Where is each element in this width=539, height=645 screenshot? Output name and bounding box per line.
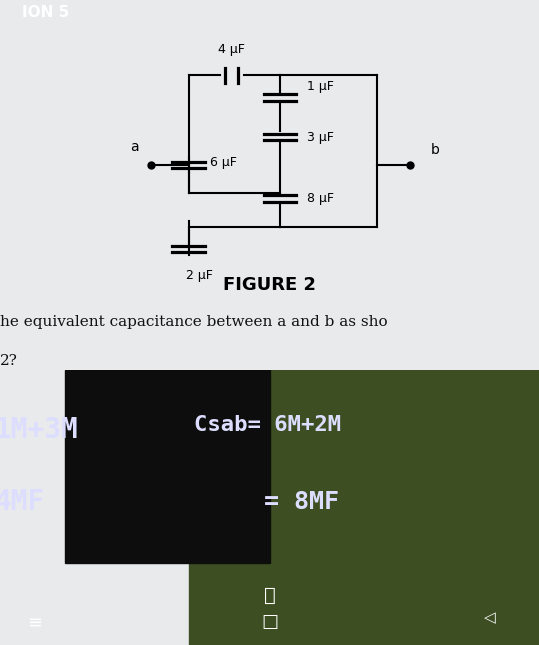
Text: □: □ (261, 613, 278, 631)
Text: he equivalent capacitance between a and b as sho: he equivalent capacitance between a and … (0, 315, 388, 329)
Text: 4 μF: 4 μF (218, 43, 245, 56)
Text: FIGURE 2: FIGURE 2 (223, 276, 316, 294)
Text: 2 μF: 2 μF (186, 268, 213, 282)
Text: 📷: 📷 (264, 586, 275, 605)
Text: ≡: ≡ (27, 613, 42, 631)
Text: ION 5: ION 5 (22, 5, 69, 20)
Text: ◁: ◁ (484, 610, 496, 625)
Text: 6 μF: 6 μF (210, 155, 237, 169)
Bar (189, 370, 539, 645)
Text: = 8MF: = 8MF (264, 490, 339, 514)
Text: a: a (130, 140, 139, 154)
Text: b: b (431, 143, 440, 157)
Text: 2?: 2? (0, 353, 18, 368)
Text: 3 μF: 3 μF (307, 130, 334, 143)
Text: 1M+3M: 1M+3M (0, 417, 78, 444)
Text: 4MF: 4MF (0, 488, 45, 516)
Text: 8 μF: 8 μF (307, 192, 334, 205)
Text: Csab= 6M+2M: Csab= 6M+2M (194, 415, 341, 435)
Text: 1 μF: 1 μF (307, 80, 334, 93)
Bar (65, 370, 270, 562)
